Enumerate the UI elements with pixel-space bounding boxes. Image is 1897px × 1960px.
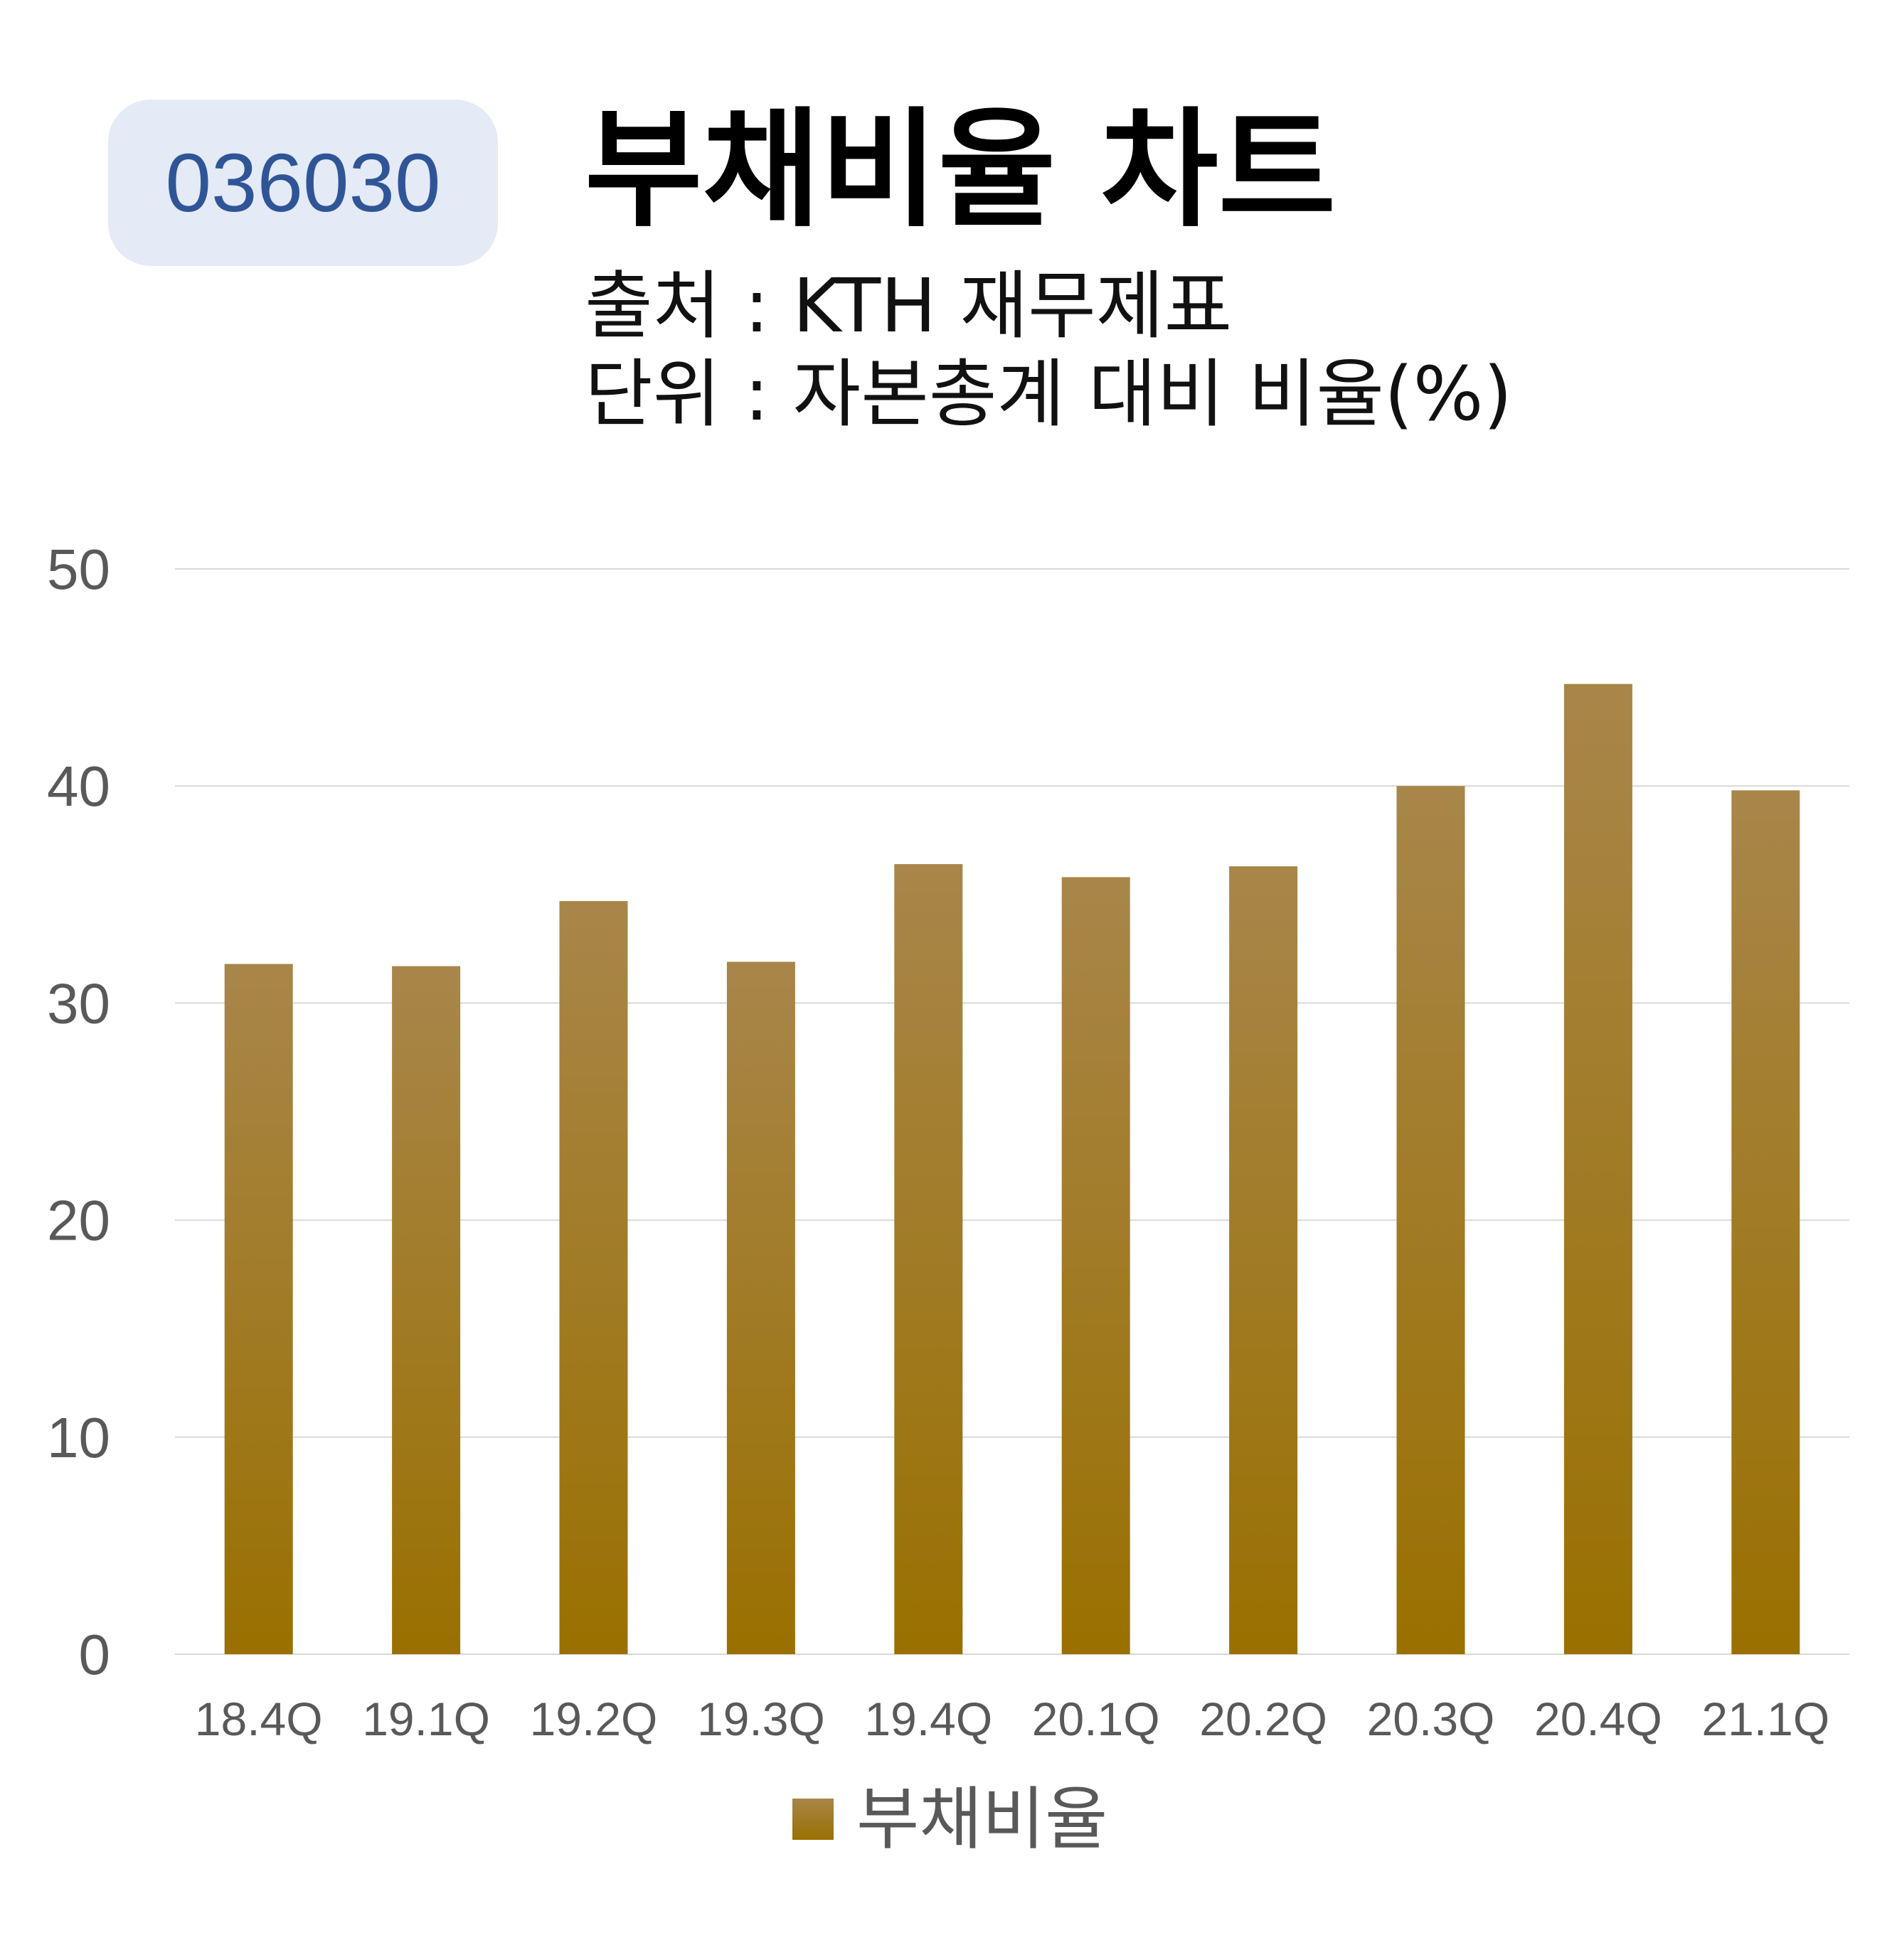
source-label: 출처 : KTH 재무제표 [585, 262, 1233, 349]
x-tick-label: 19.4Q [864, 1693, 992, 1745]
bar [392, 966, 461, 1654]
bar [894, 864, 963, 1654]
bar [1731, 790, 1800, 1654]
bars [224, 683, 1800, 1654]
legend-label: 부채비율 [856, 1779, 1108, 1859]
bar [1061, 877, 1130, 1654]
x-tick-label: 20.2Q [1199, 1693, 1327, 1745]
x-tick-label: 21.1Q [1701, 1693, 1829, 1745]
x-tick-label: 19.2Q [530, 1693, 658, 1745]
bar [1229, 866, 1298, 1654]
bar [1563, 683, 1632, 1654]
x-tick-label: 20.3Q [1367, 1693, 1495, 1745]
stock-code-badge: 036030 [108, 100, 498, 266]
x-tick-label: 18.4Q [195, 1693, 323, 1745]
bar [726, 962, 795, 1654]
bar [559, 900, 628, 1654]
legend-swatch [792, 1799, 834, 1840]
bar [224, 964, 293, 1654]
x-axis-ticks: 18.4Q 19.1Q 19.2Q 19.3Q 19.4Q 20.1Q 20.2Q 20.3Q… [195, 1693, 1829, 1745]
y-axis-ticks: 0 10 20 30 40 50 [47, 538, 110, 1686]
x-tick-label: 20.1Q [1032, 1693, 1160, 1745]
y-tick-label: 10 [47, 1406, 110, 1469]
y-tick-label: 40 [47, 755, 110, 818]
y-tick-label: 50 [47, 538, 110, 601]
y-tick-label: 0 [79, 1623, 111, 1686]
x-tick-label: 19.3Q [697, 1693, 825, 1745]
y-tick-label: 30 [47, 971, 110, 1035]
y-tick-label: 20 [47, 1189, 110, 1252]
x-tick-label: 20.4Q [1534, 1693, 1662, 1745]
x-tick-label: 19.1Q [362, 1693, 490, 1745]
chart-title: 부채비율 차트 [585, 96, 1337, 245]
bar [1396, 786, 1465, 1654]
legend: 부채비율 [792, 1785, 1107, 1853]
unit-label: 단위 : 자본총계 대비 비율(%) [585, 351, 1513, 437]
